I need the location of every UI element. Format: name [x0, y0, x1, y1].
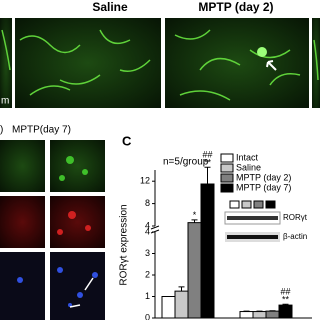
- legend-label: MPTP (day 7): [236, 182, 291, 192]
- y-tick-label: 1: [145, 291, 150, 301]
- legend-swatch: [221, 164, 233, 172]
- y-tick-label: 3: [145, 248, 150, 258]
- cell: [257, 47, 267, 57]
- legend-swatch: [221, 184, 233, 192]
- panel-label: C: [122, 133, 132, 148]
- blot-key: [266, 201, 275, 208]
- panel-label: MPTP(day 7): [12, 125, 71, 136]
- bar: [175, 291, 188, 318]
- panel-label: ): [0, 125, 3, 136]
- micrograph: [50, 196, 105, 248]
- y-tick-label: 12: [140, 176, 150, 186]
- micrograph: [0, 140, 45, 192]
- error-bar: [179, 287, 185, 291]
- legend-label: Saline: [236, 162, 261, 172]
- bar: [188, 223, 201, 318]
- micrograph: [50, 252, 105, 320]
- bar: [253, 312, 266, 318]
- error-bar: [205, 167, 211, 184]
- blot-key: [242, 201, 251, 208]
- blot-label: β-actin: [283, 232, 307, 241]
- y-tick-label: 0: [145, 312, 150, 320]
- significance: **: [204, 158, 212, 168]
- blot-key: [254, 201, 263, 208]
- y-tick-label: 8: [145, 198, 150, 208]
- significance: *: [193, 210, 197, 220]
- bar: [266, 311, 279, 318]
- panel-label: Saline: [92, 0, 128, 14]
- y-tick-label: 2: [145, 269, 150, 279]
- legend-label: MPTP (day 2): [236, 172, 291, 182]
- micrograph: [312, 18, 320, 108]
- bar: [162, 297, 175, 319]
- micrograph: [15, 18, 161, 108]
- scale-label: m: [1, 96, 9, 107]
- legend-swatch: [221, 154, 233, 162]
- micrograph: [0, 196, 45, 248]
- legend-label: Intact: [236, 152, 259, 162]
- bar: [201, 184, 214, 318]
- band: [227, 235, 278, 239]
- significance: **: [282, 295, 290, 305]
- blot-label: RORγt: [283, 213, 308, 222]
- bar: [240, 312, 253, 318]
- micrograph: [50, 140, 105, 192]
- y-tick-label: 4: [145, 220, 150, 230]
- legend-swatch: [221, 174, 233, 182]
- y-axis-label: RORγt expression: [119, 204, 130, 285]
- blot-key: [230, 201, 239, 208]
- band: [227, 216, 278, 220]
- micrograph: [0, 252, 45, 320]
- bar: [279, 305, 292, 318]
- panel-label: MPTP (day 2): [198, 0, 273, 14]
